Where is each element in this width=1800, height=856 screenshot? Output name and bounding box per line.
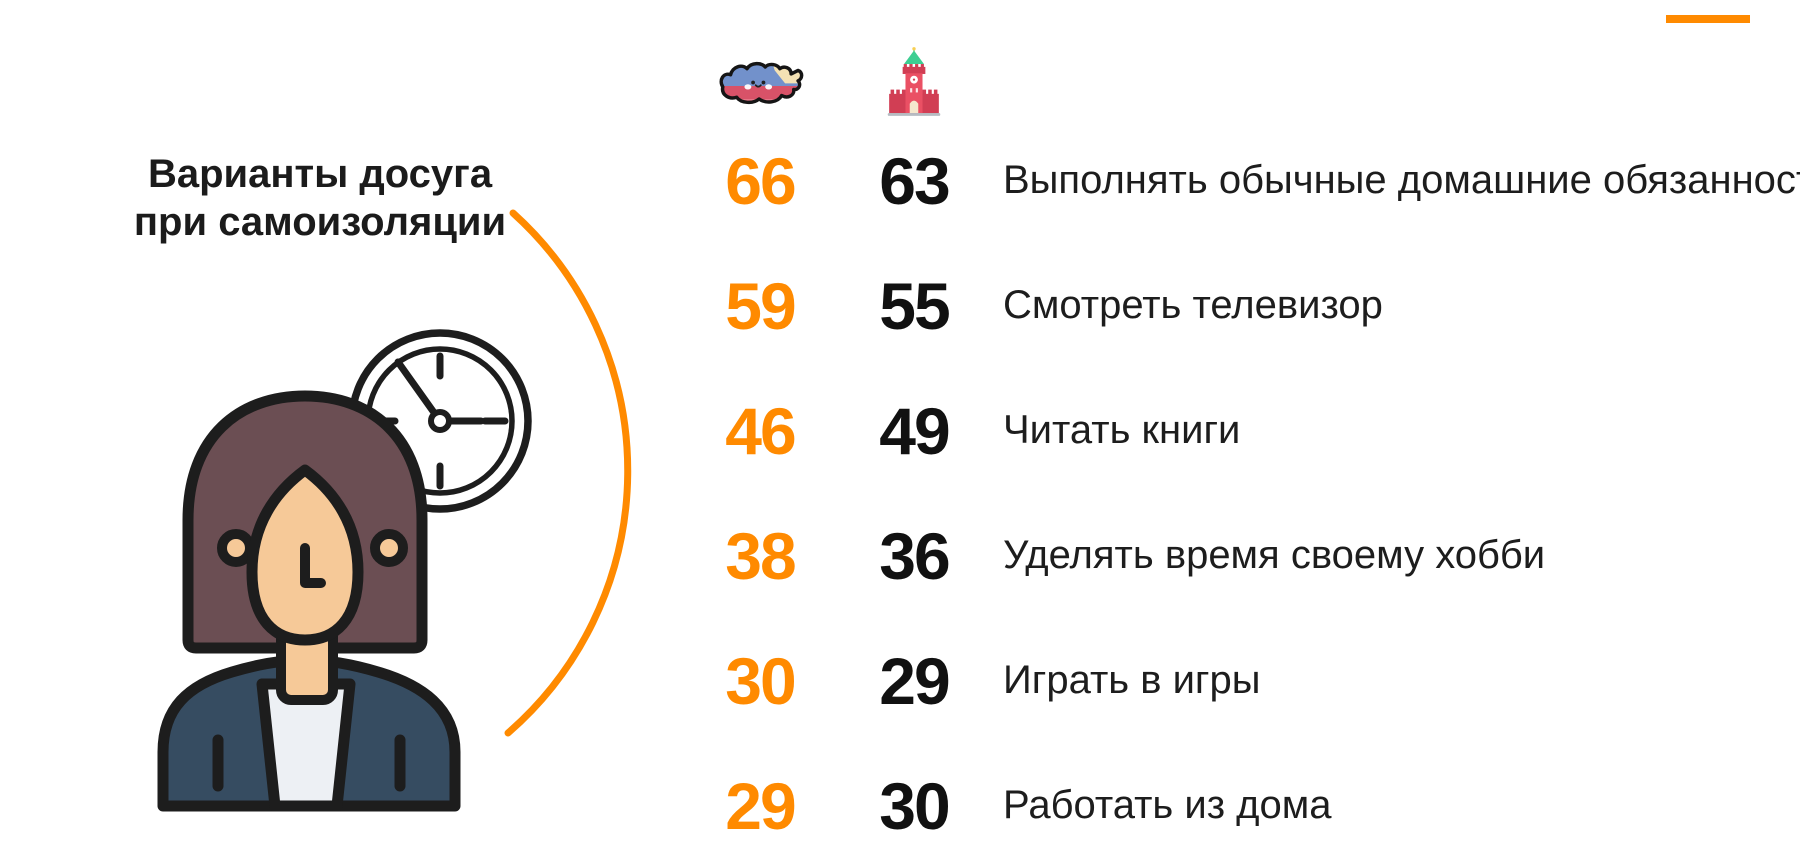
table-row: 38 36 Уделять время своему хобби xyxy=(695,493,1775,618)
value-moscow: 55 xyxy=(879,268,950,343)
woman-figure xyxy=(157,390,461,812)
legend-moscow-cell xyxy=(825,47,1003,118)
right-ear xyxy=(370,529,408,567)
value-moscow: 49 xyxy=(879,393,950,468)
activity-rows: 66 63 Выполнять обычные домашние обязанн… xyxy=(695,118,1800,856)
arc-path xyxy=(504,209,632,737)
nose xyxy=(300,543,326,588)
value-moscow: 29 xyxy=(879,643,950,718)
value-moscow: 36 xyxy=(879,518,950,593)
activity-label: Читать книги xyxy=(1003,408,1241,452)
value-russia: 59 xyxy=(725,268,796,343)
page-title: Варианты досуга при самоизоляции xyxy=(100,150,540,246)
title-line-1: Варианты досуга xyxy=(147,152,493,196)
jacket-creases xyxy=(212,734,406,792)
value-russia: 38 xyxy=(725,518,796,593)
legend-russia-cell xyxy=(695,54,825,118)
woman-with-clock-illustration xyxy=(157,329,532,812)
map-smile xyxy=(754,84,762,88)
clock-center xyxy=(428,409,452,433)
clock-hour-hand xyxy=(394,358,444,425)
activity-label: Уделять время своему хобби xyxy=(1003,533,1546,577)
legend xyxy=(695,38,1775,118)
value-russia: 29 xyxy=(725,768,796,843)
kremlin-icon xyxy=(887,47,941,116)
map-outline xyxy=(719,61,804,105)
activity-label: Работать из дома xyxy=(1003,783,1332,827)
activity-label: Смотреть телевизор xyxy=(1003,283,1383,327)
left-ear xyxy=(217,529,255,567)
table-row: 46 49 Читать книги xyxy=(695,368,1775,493)
activity-label: Играть в игры xyxy=(1003,658,1261,702)
russia-map-icon xyxy=(719,61,804,105)
corner-accent-bar xyxy=(1666,15,1750,23)
activity-label: Выполнять обычные домашние обязанности xyxy=(1003,158,1800,202)
value-moscow: 30 xyxy=(879,768,950,843)
value-moscow: 63 xyxy=(879,143,950,218)
value-russia: 46 xyxy=(725,393,796,468)
table-row: 29 30 Работать из дома xyxy=(695,743,1775,856)
value-russia: 30 xyxy=(725,643,796,718)
value-russia: 66 xyxy=(725,143,796,218)
table-row: 59 55 Смотреть телевизор xyxy=(695,243,1775,368)
title-line-2: при самоизоляции xyxy=(133,200,507,244)
table-row: 66 63 Выполнять обычные домашние обязанн… xyxy=(695,118,1800,243)
table-row: 30 29 Играть в игры xyxy=(695,618,1775,743)
